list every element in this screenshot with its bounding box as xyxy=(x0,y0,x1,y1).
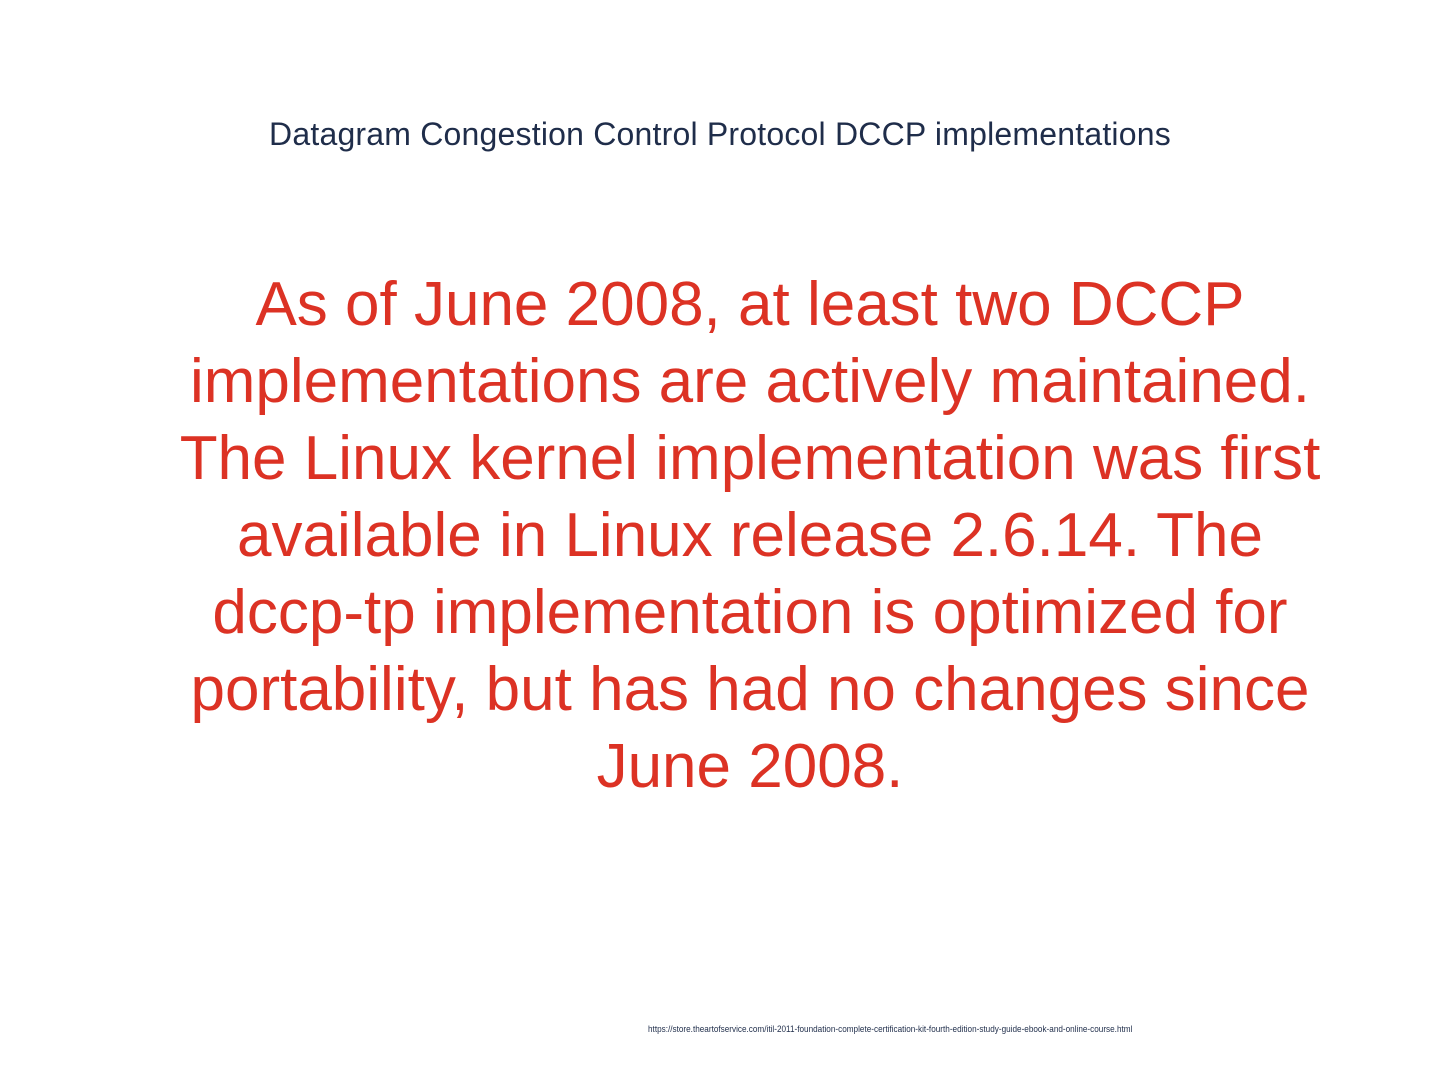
source-url-link[interactable]: https://store.theartofservice.com/itil-2… xyxy=(648,1024,1133,1035)
slide-title: Datagram Congestion Control Protocol DCC… xyxy=(269,116,1171,152)
slide-body-text: As of June 2008, at least two DCCP imple… xyxy=(179,270,1321,801)
